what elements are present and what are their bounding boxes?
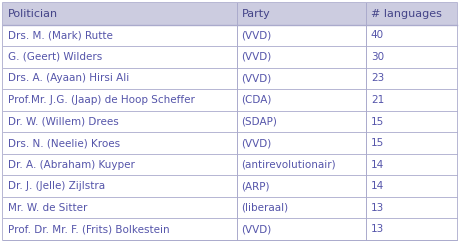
Text: (CDA): (CDA) xyxy=(241,95,271,105)
Bar xyxy=(3,154,456,175)
Text: 21: 21 xyxy=(370,95,383,105)
Text: 14: 14 xyxy=(370,160,383,170)
Text: (VVD): (VVD) xyxy=(241,73,271,83)
Text: Prof.Mr. J.G. (Jaap) de Hoop Scheffer: Prof.Mr. J.G. (Jaap) de Hoop Scheffer xyxy=(8,95,194,105)
Text: 13: 13 xyxy=(370,203,383,213)
Text: (ARP): (ARP) xyxy=(241,181,269,191)
Bar xyxy=(3,175,456,197)
Bar xyxy=(3,89,456,111)
Text: (VVD): (VVD) xyxy=(241,30,271,40)
Text: 13: 13 xyxy=(370,224,383,234)
Text: (VVD): (VVD) xyxy=(241,224,271,234)
Text: 15: 15 xyxy=(370,116,383,127)
Text: (VVD): (VVD) xyxy=(241,138,271,148)
Text: 23: 23 xyxy=(370,73,383,83)
Text: (liberaal): (liberaal) xyxy=(241,203,288,213)
Text: Politician: Politician xyxy=(8,9,57,19)
Text: 30: 30 xyxy=(370,52,383,62)
Text: 15: 15 xyxy=(370,138,383,148)
Text: Dr. A. (Abraham) Kuyper: Dr. A. (Abraham) Kuyper xyxy=(8,160,134,170)
Text: # languages: # languages xyxy=(370,9,441,19)
Bar xyxy=(3,46,456,68)
Bar xyxy=(3,25,456,46)
Bar xyxy=(3,218,456,240)
Bar xyxy=(3,132,456,154)
Bar xyxy=(3,3,456,25)
Text: (VVD): (VVD) xyxy=(241,52,271,62)
Bar xyxy=(3,197,456,218)
Text: 14: 14 xyxy=(370,181,383,191)
Text: Party: Party xyxy=(241,9,269,19)
Text: Drs. A. (Ayaan) Hirsi Ali: Drs. A. (Ayaan) Hirsi Ali xyxy=(8,73,129,83)
Text: G. (Geert) Wilders: G. (Geert) Wilders xyxy=(8,52,101,62)
Text: Drs. N. (Neelie) Kroes: Drs. N. (Neelie) Kroes xyxy=(8,138,119,148)
Text: (antirevolutionair): (antirevolutionair) xyxy=(241,160,336,170)
Bar xyxy=(3,111,456,132)
Text: 40: 40 xyxy=(370,30,383,40)
Text: Dr. W. (Willem) Drees: Dr. W. (Willem) Drees xyxy=(8,116,118,127)
Text: (SDAP): (SDAP) xyxy=(241,116,277,127)
Text: Dr. J. (Jelle) Zijlstra: Dr. J. (Jelle) Zijlstra xyxy=(8,181,105,191)
Text: Drs. M. (Mark) Rutte: Drs. M. (Mark) Rutte xyxy=(8,30,112,40)
Text: Prof. Dr. Mr. F. (Frits) Bolkestein: Prof. Dr. Mr. F. (Frits) Bolkestein xyxy=(8,224,169,234)
Bar xyxy=(3,68,456,89)
Text: Mr. W. de Sitter: Mr. W. de Sitter xyxy=(8,203,87,213)
